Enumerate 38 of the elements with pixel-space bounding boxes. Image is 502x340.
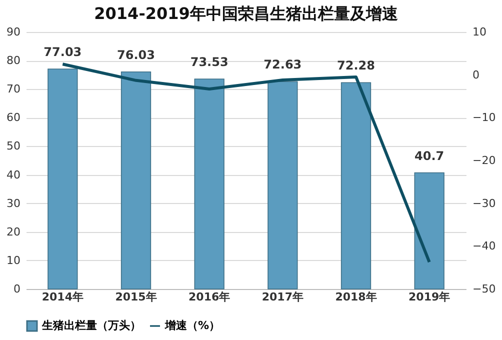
x-tick-label: 2015年 [115, 290, 157, 304]
bar [268, 81, 298, 290]
x-tick-label: 2018年 [335, 290, 377, 304]
y-tick-label: 80 [6, 54, 20, 68]
x-tick-label: 2016年 [188, 290, 230, 304]
x-tick-label: 2019年 [408, 290, 450, 304]
data-label: 76.03 [117, 48, 155, 62]
y-tick-label: 50 [6, 140, 20, 153]
y2-tick-label: 10 [472, 26, 486, 38]
x-tick-label: 2014年 [42, 290, 84, 304]
y2-tick-label: −30 [472, 196, 496, 210]
y2-tick-label: −20 [472, 154, 496, 167]
data-label: 72.28 [337, 58, 375, 73]
y-tick-label: 20 [6, 225, 20, 238]
bar [48, 68, 78, 290]
y-tick-label: 10 [6, 254, 20, 267]
y2-tick-label: −40 [472, 240, 496, 253]
y-tick-label: 40 [6, 168, 20, 182]
legend-label: 生猪出栏量（万头） [41, 319, 141, 332]
y2-tick-label: 0 [472, 68, 480, 82]
y2-tick-label: −10 [472, 111, 496, 124]
data-label: 73.53 [190, 55, 228, 70]
y2-tick-label: −50 [472, 282, 496, 296]
legend-label: 增速（%） [164, 319, 220, 332]
y-tick-label: 90 [6, 26, 20, 38]
chart-title: 2014-2019年中国荣昌生猪出栏量及增速 [94, 4, 399, 23]
bar [340, 82, 372, 290]
data-label: 77.03 [44, 45, 82, 60]
bar [414, 172, 444, 290]
y-tick-label: 0 [14, 282, 20, 296]
bar [194, 78, 224, 290]
bar [120, 71, 152, 290]
data-label: 72.63 [264, 58, 302, 72]
y-tick-label: 60 [6, 111, 20, 124]
y-tick-label: 30 [6, 196, 20, 210]
y-tick-label: 70 [6, 82, 20, 96]
data-label: 40.7 [414, 148, 444, 163]
x-tick-label: 2017年 [262, 290, 304, 304]
